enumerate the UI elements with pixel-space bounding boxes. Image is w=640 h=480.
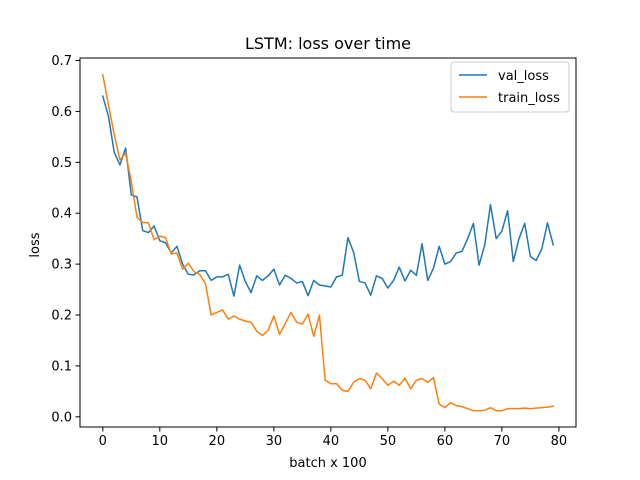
- series-line-train-loss: [101, 73, 555, 412]
- y-tick-label: 0.4: [51, 207, 72, 222]
- plot-frame: [79, 57, 577, 428]
- x-tick-label: 10: [152, 434, 169, 449]
- plot-area: 0 10 20 30 40 50 60 70 80 0.0 0.1 0.2 0.3 0.4 0.5 0.6 0.…: [51, 54, 577, 449]
- x-tick-label: 30: [266, 434, 283, 449]
- legend-label-val-loss: val_loss: [498, 69, 549, 84]
- y-tick-label: 0.3: [51, 258, 72, 273]
- legend-label-train-loss: train_loss: [498, 91, 560, 106]
- x-tick-label: 60: [437, 434, 454, 449]
- legend: val_loss train_loss: [450, 61, 570, 113]
- x-tick-label: 80: [551, 434, 568, 449]
- y-axis-label: loss: [28, 232, 43, 257]
- x-axis-label: batch x 100: [289, 456, 366, 471]
- y-tick-label: 0.7: [51, 54, 72, 69]
- x-tick-label: 20: [209, 434, 226, 449]
- y-tick-label: 0.1: [51, 359, 72, 374]
- y-tick-label: 0.6: [51, 105, 72, 120]
- x-tick-label: 40: [323, 434, 340, 449]
- y-tick-label: 0.0: [51, 410, 72, 425]
- y-tick-label: 0.5: [51, 156, 72, 171]
- chart-title: LSTM: loss over time: [245, 34, 411, 53]
- x-tick-label: 70: [494, 434, 511, 449]
- x-tick-label: 0: [99, 434, 107, 449]
- x-tick-label: 50: [380, 434, 397, 449]
- series-line-val-loss: [101, 95, 555, 297]
- y-tick-label: 0.2: [51, 309, 72, 324]
